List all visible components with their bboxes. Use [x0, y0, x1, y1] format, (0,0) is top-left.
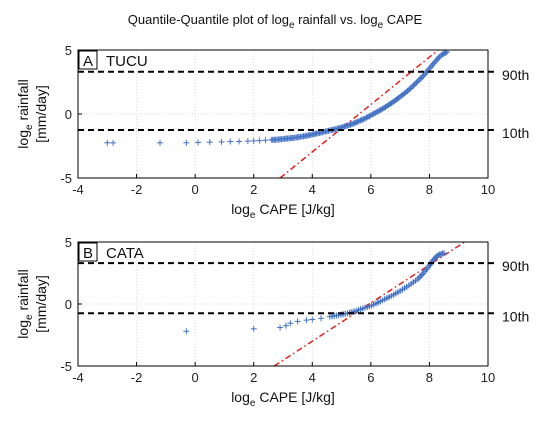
- data-point: [333, 312, 340, 319]
- y-axis-label-line1: loge rainfall: [15, 269, 35, 338]
- data-point: [227, 138, 234, 145]
- panel-a: 90th 10th -4 -2 0 2 4 6 8 10 5 0 -5 A TUCU loge CAPE [J…: [15, 43, 529, 221]
- percentile-label: 90th: [502, 67, 529, 83]
- x-tick-label: -2: [131, 370, 143, 385]
- x-axis-label: loge CAPE [J/kg]: [231, 389, 335, 409]
- data-point: [354, 118, 361, 125]
- data-point: [407, 85, 414, 92]
- data-point: [303, 317, 310, 324]
- data-point: [348, 121, 355, 128]
- data-point: [413, 79, 420, 86]
- data-point: [419, 74, 426, 81]
- data-point: [250, 137, 257, 144]
- x-tick-label: -2: [131, 182, 143, 197]
- x-tick-label: 4: [309, 370, 316, 385]
- data-point: [351, 308, 358, 315]
- data-point: [250, 325, 257, 332]
- y-tick-label: 0: [65, 107, 72, 122]
- panel-label: A: [83, 53, 93, 70]
- data-point: [414, 78, 421, 85]
- panel-label-box: [78, 50, 98, 70]
- y-tick-label: 0: [65, 297, 72, 312]
- y-tick-label: -5: [60, 359, 72, 374]
- x-tick-label: -4: [72, 182, 84, 197]
- data-point: [318, 315, 325, 322]
- panel-b: 90th 10th -4 -2 0 2 4 6 8 10 5 0 -5 B CATA loge CAPE [J…: [15, 235, 529, 409]
- figure-title: Quantile-Quantile plot of loge rainfall …: [128, 12, 423, 31]
- data-point: [309, 316, 316, 323]
- percentile-label: 90th: [502, 258, 529, 274]
- y-axis-label: loge rainfall [mm/day]: [15, 79, 49, 148]
- x-tick-label: 6: [367, 182, 374, 197]
- data-point: [256, 137, 263, 144]
- data-point: [277, 324, 284, 331]
- data-point: [236, 138, 243, 145]
- x-tick-label: -4: [72, 370, 84, 385]
- data-point: [307, 131, 314, 138]
- data-point: [433, 254, 440, 261]
- x-tick-label: 4: [309, 182, 316, 197]
- data-point: [157, 139, 163, 146]
- x-tick-label: 2: [250, 182, 257, 197]
- y-axis-label-line2: [mm/day]: [33, 85, 49, 143]
- data-point: [183, 139, 190, 146]
- data-point: [244, 138, 251, 145]
- x-tick-label: 8: [426, 182, 433, 197]
- y-axis-label: loge rainfall [mm/day]: [15, 269, 49, 338]
- data-point: [359, 305, 366, 312]
- x-tick-label: 0: [192, 370, 199, 385]
- x-tick-label: 6: [367, 370, 374, 385]
- data-point: [218, 138, 225, 145]
- data-point: [417, 75, 424, 82]
- data-point: [439, 250, 446, 257]
- data-point: [424, 264, 431, 271]
- data-point: [342, 123, 349, 129]
- data-point: [282, 322, 289, 329]
- data-point: [416, 76, 423, 83]
- data-point: [403, 283, 410, 290]
- x-tick-label: 8: [426, 370, 433, 385]
- data-point: [313, 130, 320, 137]
- data-point: [410, 82, 417, 89]
- station-name: TUCU: [106, 53, 148, 70]
- panel-label-box: [78, 242, 98, 262]
- x-tick-label: 10: [481, 182, 495, 197]
- x-axis-label: loge CAPE [J/kg]: [231, 201, 335, 221]
- data-point: [424, 67, 431, 74]
- data-point: [377, 298, 384, 305]
- data-point: [419, 271, 426, 278]
- data-point: [262, 137, 269, 144]
- data-point: [394, 289, 401, 296]
- data-point: [104, 139, 111, 146]
- data-point: [195, 139, 202, 146]
- y-tick-label: -5: [60, 171, 72, 186]
- station-name: CATA: [106, 245, 144, 262]
- y-axis-label-line2: [mm/day]: [33, 275, 49, 333]
- data-point: [368, 302, 375, 309]
- y-tick-label: 5: [65, 43, 72, 58]
- data-point: [430, 60, 437, 67]
- data-point: [386, 294, 393, 301]
- percentile-label: 10th: [502, 125, 529, 141]
- x-tick-label: 0: [192, 182, 199, 197]
- x-tick-label: 10: [481, 370, 495, 385]
- data-point: [294, 318, 301, 325]
- data-point: [411, 81, 418, 88]
- y-axis-label-line1: loge rainfall: [15, 79, 35, 148]
- x-tick-label: 2: [250, 370, 257, 385]
- panel-label: B: [83, 245, 93, 262]
- percentile-label: 10th: [502, 308, 529, 324]
- data-point: [442, 50, 449, 56]
- plot-area: [104, 50, 450, 178]
- data-point: [110, 139, 117, 146]
- data-point: [412, 277, 419, 284]
- data-point: [206, 139, 213, 146]
- data-point: [183, 328, 190, 335]
- y-tick-label: 5: [65, 235, 72, 250]
- data-point: [287, 320, 294, 327]
